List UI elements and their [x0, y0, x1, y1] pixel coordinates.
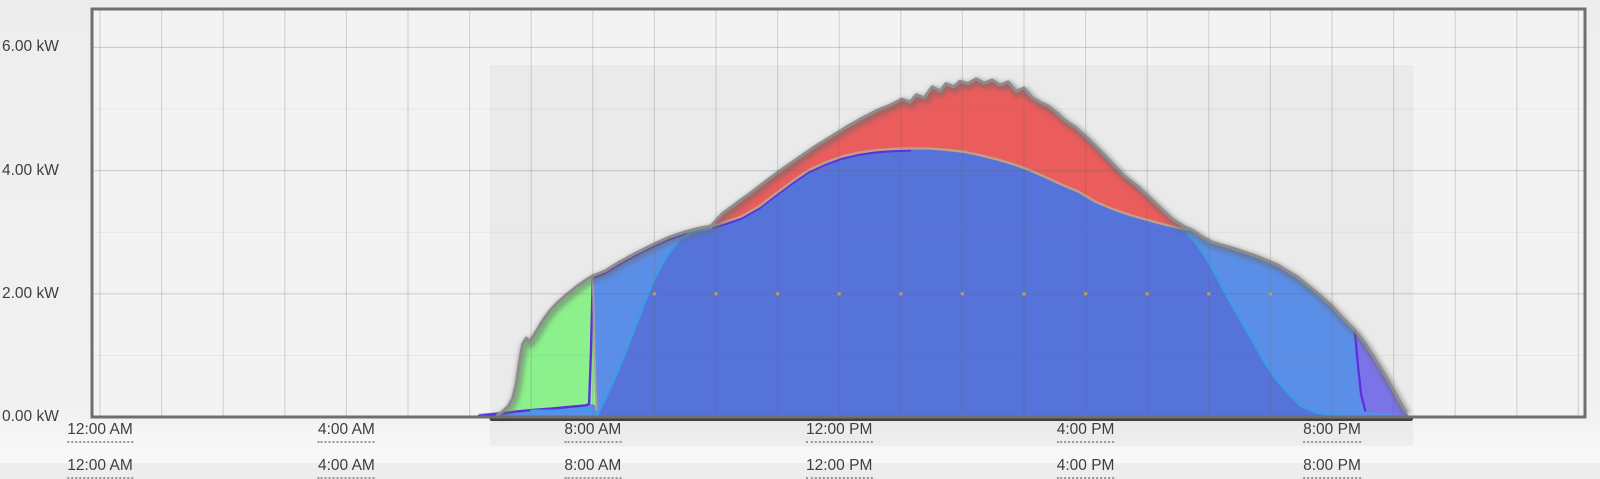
y-axis-label: 4.00 kW: [2, 161, 59, 179]
x-axis-label-clipped: 4:00 PM: [1056, 457, 1115, 479]
plot-area[interactable]: [92, 9, 1585, 417]
x-axis-label: 4:00 AM: [317, 421, 375, 443]
marker-dot: [1022, 292, 1026, 296]
energy-chart: 6.00 kW 4.00 kW 2.00 kW 0.00 kW 12:00 AM 4:0…: [2, 7, 1587, 479]
dark-blue-area: [597, 148, 1326, 417]
green-edge-line: [591, 276, 598, 411]
marker-dot: [775, 292, 780, 296]
tan-line: [709, 147, 1193, 231]
x-axis-label-clipped: 12:00 AM: [67, 457, 133, 479]
x-axis-label: 8:00 PM: [1303, 421, 1361, 443]
envelope-line: [495, 77, 1408, 417]
marker-dot: [1268, 292, 1273, 296]
energy-chart-canvas: [90, 7, 1587, 427]
x-axis-label: 8:00 AM: [564, 421, 622, 443]
sky-fall-line: [1185, 232, 1340, 417]
x-axis-label-clipped: 8:00 PM: [1303, 457, 1361, 479]
marker-dot: [960, 292, 965, 296]
sky-rise-line: [529, 227, 713, 416]
y-axis-label: 2.00 kW: [2, 284, 59, 302]
x-axis-label: 12:00 AM: [67, 421, 133, 443]
x-axis-label: 12:00 PM: [806, 421, 873, 443]
marker-dot: [1207, 292, 1211, 296]
marker-dot: [714, 292, 718, 296]
marker-dot: [1145, 292, 1149, 296]
marker-dot: [837, 292, 841, 296]
x-axis-label: 4:00 PM: [1056, 421, 1115, 443]
x-axis-label-clipped: 4:00 AM: [317, 457, 375, 479]
y-axis-label: 6.00 kW: [2, 38, 59, 56]
x-axis-label-clipped: 12:00 PM: [806, 457, 873, 479]
marker-dot: [652, 292, 657, 296]
marker-dot: [899, 292, 903, 296]
marker-dot: [1083, 292, 1088, 296]
plot-border: [90, 7, 1587, 419]
x-axis-label-clipped: 8:00 AM: [564, 457, 622, 479]
y-axis-label: 0.00 kW: [2, 408, 59, 425]
purple-edge-line: [1353, 329, 1367, 412]
